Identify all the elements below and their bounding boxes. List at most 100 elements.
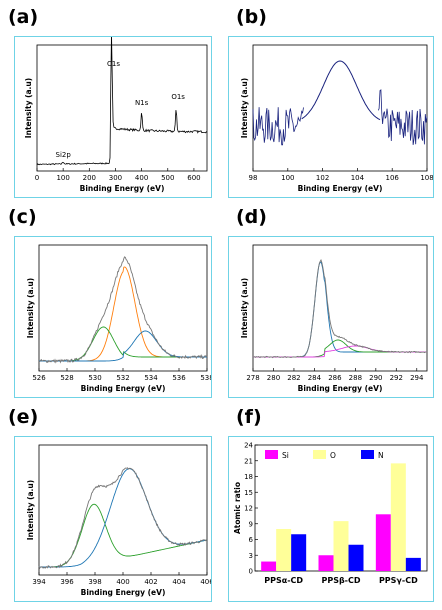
x-tick-label: 534 <box>144 374 158 382</box>
y-tick-label: 3 <box>249 552 253 560</box>
bar-o <box>333 521 349 571</box>
x-tick-label: 530 <box>88 374 101 382</box>
x-tick-label: 102 <box>316 174 329 182</box>
bar-o <box>390 463 406 571</box>
raw-envelope-line <box>252 259 428 359</box>
x-tick-label: 538 <box>200 374 211 382</box>
panel-c-frame: 526 528 530 532 534 536 538 Binding Energy (eV)… <box>14 236 214 398</box>
y-tick-label: 24 <box>244 442 253 450</box>
x-tick-label: 282 <box>287 374 300 382</box>
y-axis-label: Intensity (a.u) <box>240 78 249 138</box>
x-tick-label: 200 <box>83 174 96 182</box>
x-tick-label: 288 <box>349 374 362 382</box>
o1s-chart: 526 528 530 532 534 536 538 Binding Energy (eV)… <box>26 244 214 393</box>
bar-o <box>276 529 292 571</box>
x-tick-label: 292 <box>390 374 403 382</box>
x-axis-label: Binding Energy (eV) <box>81 384 166 393</box>
x-tick-label: 400 <box>135 174 148 182</box>
bar-si <box>375 514 391 571</box>
bar-n <box>405 557 421 571</box>
bar-si <box>261 561 277 571</box>
fit-component-line <box>39 468 207 568</box>
atomic-ratio-chart: 0 3 6 9 12 15 18 21 24 Atomic ratio PPSα-CD PPSβ-CD… <box>233 442 428 585</box>
x-tick-label: 532 <box>116 374 129 382</box>
x-tick-label: 106 <box>386 174 400 182</box>
si2p-noise-left <box>252 107 304 146</box>
y-axis-label: Atomic ratio <box>233 482 242 534</box>
legend-swatch <box>313 450 326 459</box>
y-axis-label: Intensity (a.u) <box>26 480 35 540</box>
x-tick-label: 98 <box>249 174 258 182</box>
x-tick-label: 500 <box>161 174 174 182</box>
panel-label-f: (f) <box>236 406 262 428</box>
x-tick-label: 528 <box>60 374 73 382</box>
panel-label-d: (d) <box>236 206 267 228</box>
x-tick-label: 278 <box>246 374 259 382</box>
panel-d-frame: 278 280 282 284 286 288 290 292 294 Binding Energ… <box>228 236 434 398</box>
si2p-chart: 98 100 102 104 106 108 Binding Energy (eV) Inte… <box>240 44 434 193</box>
plot-area-border <box>252 244 428 372</box>
x-axis-label: Binding Energy (eV) <box>298 384 383 393</box>
panel-label-a: (a) <box>8 6 39 28</box>
x-tick-label: 294 <box>410 374 424 382</box>
y-tick-label: 21 <box>244 457 253 465</box>
survey-spectrum-line <box>36 31 207 166</box>
si2p-fit-line <box>301 60 381 121</box>
x-tick-label: 280 <box>267 374 280 382</box>
plot-area-border <box>252 44 428 172</box>
x-tick-label: 536 <box>172 374 186 382</box>
x-axis-label: Binding Energy (eV) <box>298 184 383 193</box>
peak-annotation: Si2p <box>56 151 72 159</box>
legend-label: O <box>330 451 336 460</box>
x-tick-label: 290 <box>369 374 382 382</box>
x-tick-label: 600 <box>187 174 200 182</box>
x-tick-label: 100 <box>56 174 69 182</box>
y-tick-label: 18 <box>244 473 253 481</box>
plot-area-border <box>38 244 208 372</box>
y-axis-label: Intensity (a.u) <box>26 278 35 338</box>
raw-envelope-line <box>38 467 207 570</box>
x-axis-label: Binding Energy (eV) <box>80 184 165 193</box>
raw-envelope-line <box>38 256 208 364</box>
plot-area-border <box>36 44 208 172</box>
panel-b-frame: 98 100 102 104 106 108 Binding Energy (eV) Inte… <box>228 36 434 198</box>
x-tick-label: 108 <box>420 174 433 182</box>
x-tick-label: 400 <box>116 578 129 586</box>
x-tick-label: 284 <box>308 374 322 382</box>
fit-component-line <box>39 503 207 568</box>
x-tick-label: 398 <box>88 578 101 586</box>
x-tick-label: 286 <box>328 374 342 382</box>
legend-label: N <box>378 451 384 460</box>
peak-annotation: C1s <box>107 60 120 68</box>
y-tick-label: 0 <box>249 568 253 576</box>
x-tick-label: 402 <box>144 578 157 586</box>
y-tick-label: 6 <box>249 536 254 544</box>
legend-label: Si <box>282 451 289 460</box>
x-tick-label: 404 <box>172 578 186 586</box>
panel-f-frame: 0 3 6 9 12 15 18 21 24 Atomic ratio PPSα-CD PPSβ-CD… <box>228 436 434 602</box>
x-tick-label: 526 <box>32 374 46 382</box>
panel-e-frame: 394 396 398 400 402 404 406 Binding Energy (eV)… <box>14 436 214 602</box>
xps-survey-chart: 0 100 200 300 400 500 600 Binding Energy (eV) In… <box>24 31 208 193</box>
x-axis-label: Binding Energy (eV) <box>81 588 166 597</box>
panel-label-b: (b) <box>236 6 267 28</box>
x-tick-label: 300 <box>109 174 122 182</box>
x-category-label: PPSα-CD <box>264 576 303 585</box>
y-axis-label: Intensity (a.u) <box>24 78 33 138</box>
y-tick-label: 9 <box>249 520 253 528</box>
x-category-label: PPSγ-CD <box>379 576 418 585</box>
x-tick-label: 104 <box>351 174 365 182</box>
x-tick-label: 0 <box>35 174 39 182</box>
fit-component-line <box>253 261 427 358</box>
x-category-label: PPSβ-CD <box>321 576 360 585</box>
x-tick-label: 396 <box>60 578 74 586</box>
panel-a-frame: 0 100 200 300 400 500 600 Binding Energy (eV) In… <box>14 31 212 198</box>
bar-n <box>348 544 364 571</box>
panel-label-e: (e) <box>8 406 39 428</box>
x-tick-label: 100 <box>281 174 294 182</box>
y-axis-label: Intensity (a.u) <box>240 278 249 338</box>
si2p-noise-right <box>377 89 428 145</box>
bar-n <box>291 534 307 571</box>
fit-component-line <box>39 266 207 362</box>
c1s-chart: 278 280 282 284 286 288 290 292 294 Binding Energ… <box>240 244 428 393</box>
